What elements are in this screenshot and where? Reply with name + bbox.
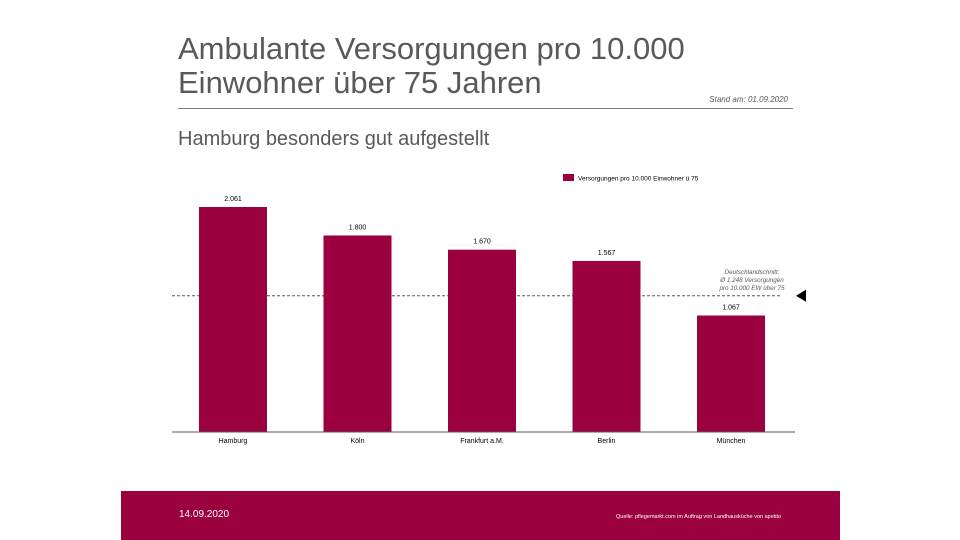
footer-band: 14.09.2020 Quelle: pflegemarkt.com im Au…: [121, 491, 840, 540]
footer-source: Quelle: pflegemarkt.com im Auftrag von L…: [616, 514, 782, 520]
reference-label: pro 10.000 EW über 75: [718, 285, 785, 292]
bar: [199, 207, 267, 432]
data-label: 2.061: [224, 196, 242, 203]
stand-date: Stand am: 01.09.2020: [709, 95, 788, 104]
data-label: 1.567: [598, 250, 616, 257]
x-tick-label: Berlin: [598, 438, 616, 445]
bar: [323, 235, 392, 432]
reference-label: Ø 1.248 Versorgungen: [719, 277, 784, 284]
bar: [448, 249, 516, 432]
subtitle: Hamburg besonders gut aufgestellt: [178, 128, 490, 150]
data-label: 1.067: [722, 305, 740, 312]
legend-swatch: [563, 174, 574, 181]
page-title: Ambulante Versorgungen pro 10.000 Einwoh…: [178, 31, 685, 100]
title-divider: [178, 108, 793, 109]
footer-date: 14.09.2020: [179, 509, 230, 520]
x-tick-label: München: [717, 438, 746, 445]
bar: [572, 260, 641, 432]
x-tick-label: Hamburg: [219, 438, 248, 445]
legend-label: Versorgungen pro 10.000 Einwohner ü 75: [578, 176, 699, 183]
reference-label: Deutschlandschnitt:: [725, 269, 780, 276]
x-tick-label: Frankfurt a.M.: [460, 438, 504, 445]
data-label: 1.800: [349, 224, 367, 231]
data-label: 1.670: [473, 239, 491, 246]
reference-arrow-icon: [796, 289, 806, 302]
bar: [697, 315, 765, 432]
x-tick-label: Köln: [350, 438, 364, 445]
